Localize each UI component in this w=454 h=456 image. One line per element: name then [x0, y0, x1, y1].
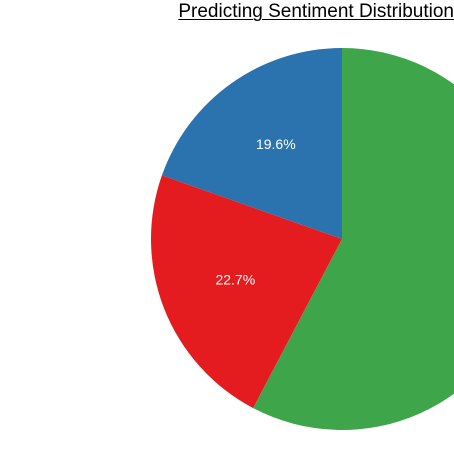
pie-slices	[151, 48, 454, 430]
pie-slice-3	[253, 48, 454, 430]
pie-slice-label-1: 19.6%	[256, 136, 296, 152]
chart-title: Predicting Sentiment Distribution	[178, 1, 454, 22]
pie-labels: 19.6% 22.7%	[215, 136, 295, 287]
pie-slice-label-2: 22.7%	[215, 272, 255, 288]
pie-slice-2	[151, 175, 342, 409]
pie-slice-1	[161, 48, 342, 239]
